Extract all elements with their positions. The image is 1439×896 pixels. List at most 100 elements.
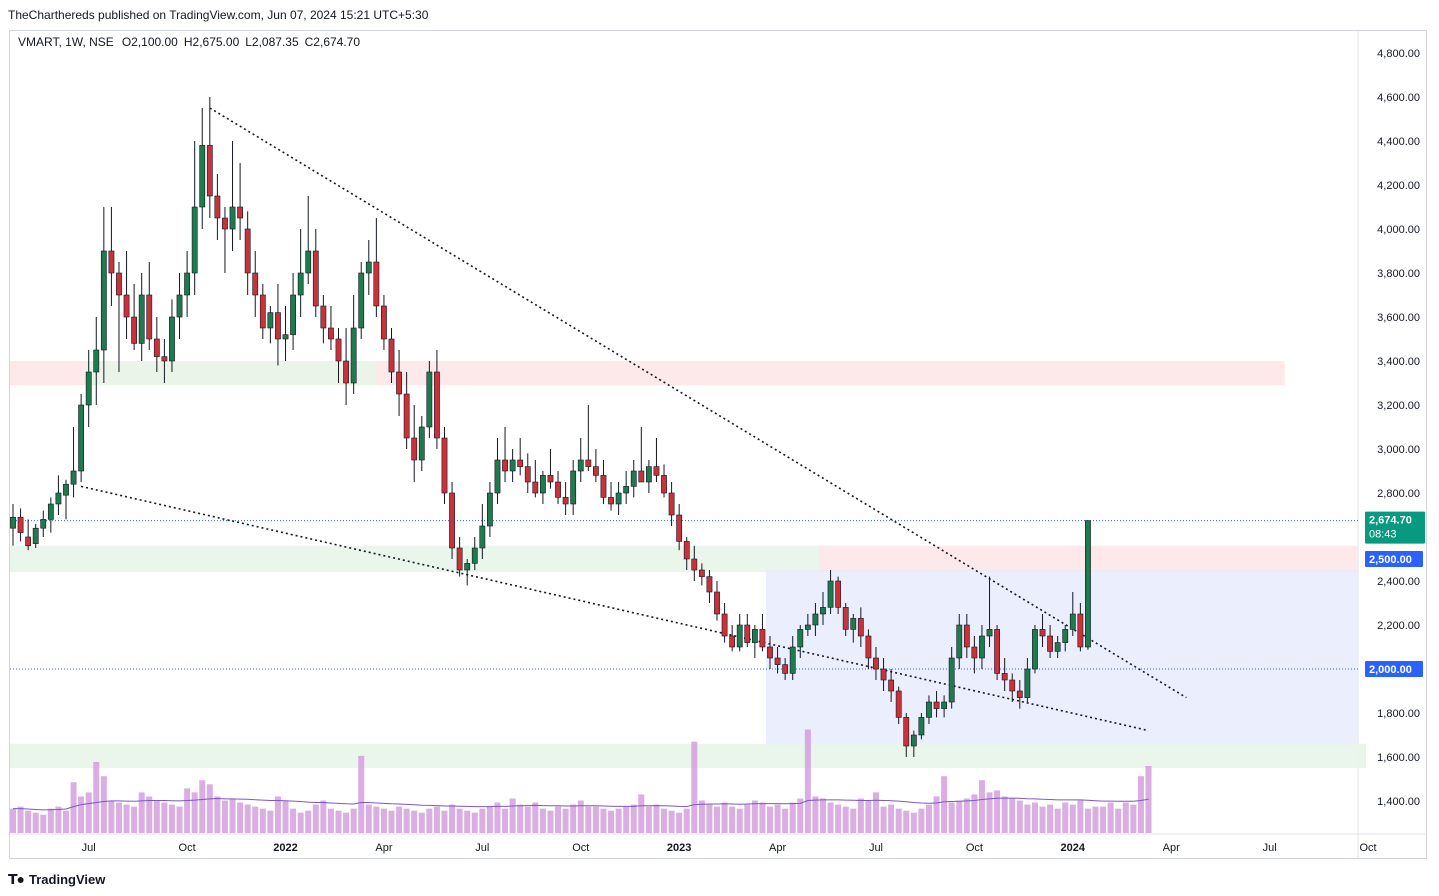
- volume-bar: [661, 808, 668, 833]
- y-tick-label: 2,800.00: [1377, 488, 1420, 500]
- candle-body-down: [774, 657, 781, 665]
- volume-bar: [138, 792, 145, 833]
- candle: [1039, 614, 1046, 647]
- volume-bar: [1137, 776, 1144, 833]
- candle: [1009, 673, 1016, 702]
- candle: [426, 361, 433, 438]
- candle: [396, 350, 402, 416]
- candle: [1054, 636, 1061, 658]
- candle: [630, 460, 637, 498]
- support-zone-2500: [10, 545, 823, 573]
- candle-body-up: [509, 459, 516, 472]
- candle: [214, 174, 221, 240]
- volume-bar: [933, 796, 940, 833]
- volume-bar: [441, 810, 448, 833]
- x-tick-label: Oct: [1359, 842, 1376, 854]
- last-price-tag: 2,674.70 08:43: [1365, 511, 1425, 544]
- volume-bar: [131, 806, 138, 833]
- footer-brand[interactable]: 𝗧● TradingView: [8, 871, 105, 888]
- volume-bar: [759, 802, 766, 833]
- y-tick-label: 3,200.00: [1377, 400, 1420, 412]
- candle-body-down: [153, 338, 160, 357]
- candle: [941, 695, 948, 718]
- candle: [971, 636, 978, 674]
- candle: [986, 576, 993, 647]
- x-tick-label: Oct: [966, 842, 983, 854]
- volume-bar: [835, 804, 842, 833]
- candle: [343, 328, 349, 405]
- upper-trendline: [209, 107, 1187, 699]
- candle: [1016, 680, 1023, 709]
- volume-bar: [812, 796, 819, 833]
- candle: [434, 350, 440, 449]
- candle: [706, 570, 713, 603]
- volume-bar: [804, 729, 811, 833]
- candle-body-down: [449, 492, 455, 549]
- candle: [608, 482, 614, 511]
- volume-bar: [963, 798, 970, 833]
- candle-body-down: [729, 635, 736, 648]
- candle: [926, 695, 932, 724]
- candle: [577, 438, 584, 482]
- volume-bar: [62, 810, 69, 833]
- volume-bar: [115, 802, 122, 833]
- candle-body-down: [108, 250, 115, 274]
- volume-bar: [267, 810, 274, 833]
- candle: [237, 163, 243, 240]
- volume-bar: [819, 798, 826, 833]
- volume-bar: [396, 806, 403, 833]
- volume-bar: [744, 804, 751, 833]
- volume-bar: [100, 776, 107, 833]
- volume-bar: [1069, 804, 1076, 833]
- candle: [297, 229, 304, 317]
- volume-bar: [449, 804, 456, 833]
- candle: [835, 576, 842, 614]
- candle-body-down: [698, 569, 705, 577]
- legend-open: O2,100.00: [121, 35, 178, 49]
- candle: [820, 592, 826, 625]
- volume-bar: [524, 806, 531, 833]
- candle: [933, 691, 940, 718]
- candle-body-down: [502, 459, 508, 472]
- candle-body-up: [479, 525, 486, 549]
- volume-bar: [676, 812, 683, 833]
- candle-body-up: [93, 349, 100, 373]
- support-zone-1600: [10, 743, 1366, 768]
- volume-bar: [502, 808, 509, 833]
- volume-bar: [206, 784, 213, 833]
- volume-bar: [971, 794, 978, 833]
- candle: [464, 559, 471, 586]
- y-tick-label: 4,200.00: [1377, 180, 1420, 192]
- candle: [850, 614, 857, 643]
- volume-bar: [691, 741, 698, 833]
- candle-body-down: [259, 294, 266, 329]
- volume-bar: [683, 808, 690, 833]
- legend-high: H2,675.00: [183, 35, 240, 49]
- legend-symbol[interactable]: VMART, 1W, NSE: [18, 35, 114, 49]
- candle: [1077, 603, 1084, 652]
- candle-body-down: [25, 536, 32, 547]
- volume-bar: [335, 810, 342, 833]
- candle-body-down: [214, 195, 221, 219]
- candle-body-down: [17, 516, 24, 533]
- candle-body-up: [32, 527, 39, 544]
- candle-body-down: [963, 624, 970, 648]
- candle-body-down: [123, 294, 130, 318]
- volume-bar: [479, 808, 486, 833]
- volume-bar: [123, 804, 130, 833]
- candle: [736, 614, 743, 652]
- volume-bar: [108, 800, 115, 833]
- candle-body-down: [721, 613, 728, 637]
- candle-body-up: [1032, 629, 1038, 670]
- candle: [123, 251, 130, 339]
- candle-body-down: [161, 356, 168, 362]
- volume-ma-line: [13, 797, 1149, 811]
- volume-bar: [1062, 802, 1069, 833]
- candle-body-up: [986, 629, 993, 637]
- volume-bar: [168, 804, 175, 833]
- candle: [312, 229, 319, 317]
- candle: [842, 603, 849, 636]
- candle: [169, 299, 175, 372]
- volume-bar: [1115, 808, 1122, 833]
